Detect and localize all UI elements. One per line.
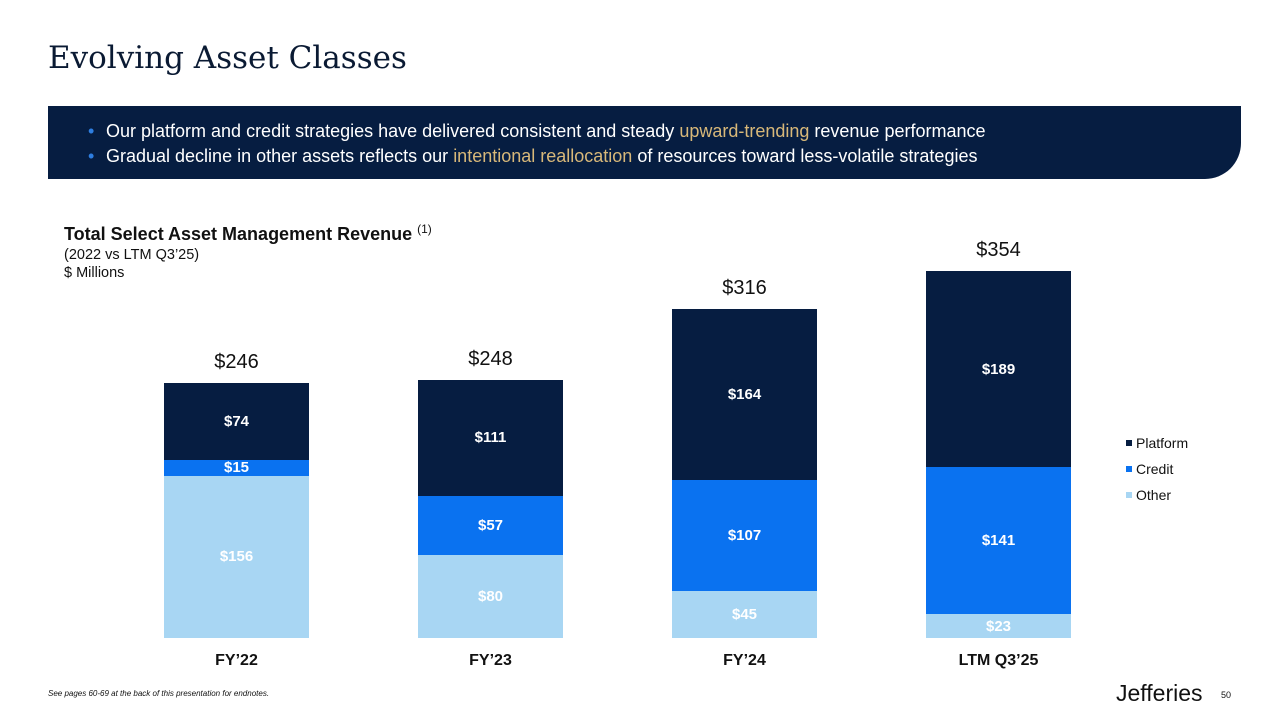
segment-label: $15 — [223, 459, 250, 477]
segment-label: $141 — [981, 532, 1016, 550]
category-label: FY’24 — [723, 652, 766, 669]
bar-other: $80 — [418, 554, 563, 638]
bar-other: $156 — [164, 475, 309, 638]
legend-label: Other — [1136, 487, 1172, 503]
legend-item-platform: Platform — [1126, 430, 1188, 456]
bar-other: $23 — [926, 614, 1071, 638]
segment-label: $80 — [477, 587, 504, 605]
chart-title: Total Select Asset Management Revenue (1… — [64, 222, 432, 244]
bar-platform: $111 — [418, 380, 563, 496]
segment-label: $189 — [981, 360, 1016, 378]
bullet-2: Gradual decline in other assets reflects… — [88, 144, 1241, 169]
page-title: Evolving Asset Classes — [48, 40, 407, 76]
segment-label: $74 — [223, 413, 250, 431]
jefferies-logo: Jefferies — [1116, 680, 1203, 706]
segment-label: $45 — [731, 606, 758, 624]
category-label: FY’23 — [469, 652, 512, 669]
category-label: FY’22 — [215, 652, 258, 669]
segment-label: $164 — [727, 386, 762, 404]
segment-label: $57 — [477, 516, 504, 534]
segment-label: $156 — [219, 548, 254, 566]
bar-other: $45 — [672, 591, 817, 638]
total-label: $316 — [722, 277, 767, 300]
segment-label: $111 — [474, 429, 507, 447]
total-label: $354 — [976, 238, 1021, 261]
segment-label: $23 — [985, 617, 1012, 635]
bar-platform: $74 — [164, 383, 309, 461]
legend-swatch — [1126, 492, 1132, 498]
legend-item-credit: Credit — [1126, 456, 1188, 482]
legend-swatch — [1126, 466, 1132, 472]
key-points-banner: Our platform and credit strategies have … — [48, 106, 1241, 179]
bar-credit: $57 — [418, 495, 563, 555]
bar-credit: $15 — [164, 459, 309, 477]
bar-platform: $164 — [672, 309, 817, 480]
chart-subtitle: (2022 vs LTM Q3’25) — [64, 247, 200, 263]
bar-credit: $141 — [926, 467, 1071, 615]
category-label: LTM Q3’25 — [958, 652, 1039, 669]
legend-item-other: Other — [1126, 482, 1188, 508]
total-label: $248 — [468, 348, 513, 371]
bar-platform: $189 — [926, 270, 1071, 468]
legend-label: Platform — [1136, 435, 1189, 451]
chart-units: $ Millions — [64, 265, 125, 281]
page-number: 50 — [1221, 690, 1232, 700]
footnote: See pages 60-69 at the back of this pres… — [48, 689, 270, 698]
legend-swatch — [1126, 440, 1132, 446]
segment-label: $107 — [727, 527, 762, 545]
legend: Platform Credit Other — [1126, 430, 1188, 508]
bar-credit: $107 — [672, 479, 817, 592]
legend-label: Credit — [1136, 461, 1174, 477]
total-label: $246 — [214, 351, 259, 374]
bullet-1: Our platform and credit strategies have … — [88, 119, 1241, 144]
